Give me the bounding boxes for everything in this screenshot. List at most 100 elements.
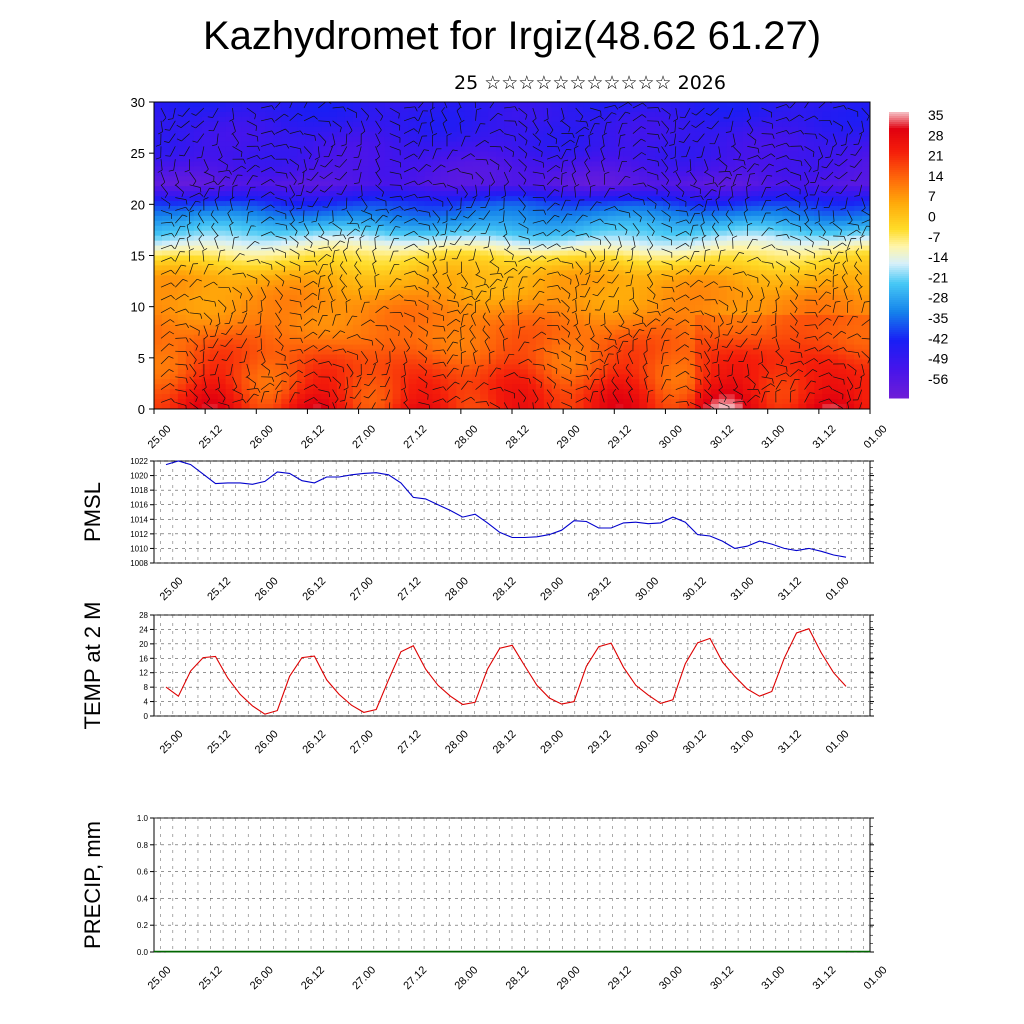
heatmap-cell <box>368 295 378 301</box>
heatmap-cell <box>360 300 370 306</box>
heatmap-cell <box>782 166 792 172</box>
heatmap-cell <box>265 389 274 395</box>
heatmap-cell <box>448 379 457 385</box>
heatmap-cell <box>289 141 298 148</box>
heatmap-cell <box>336 319 346 326</box>
heatmap-cell <box>265 245 274 252</box>
heatmap-cell <box>710 374 720 380</box>
heatmap-cell <box>591 280 601 286</box>
heatmap-cell <box>527 215 537 222</box>
heatmap-cell <box>583 186 593 192</box>
heatmap-cell <box>416 384 426 390</box>
heatmap-cell <box>647 131 656 138</box>
heatmap-cell <box>734 121 744 128</box>
heatmap-cell <box>440 201 449 207</box>
heatmap-cell <box>289 171 298 177</box>
heatmap-cell <box>567 265 577 271</box>
heatmap-cell <box>273 334 282 341</box>
heatmap-cell <box>169 230 179 237</box>
heatmap-cell <box>169 215 179 222</box>
heatmap-cell <box>352 339 362 346</box>
heatmap-cell <box>702 295 712 301</box>
heatmap-cell <box>782 339 792 346</box>
heatmap-cell <box>201 176 211 182</box>
heatmap-cell <box>750 324 760 331</box>
heatmap-cell <box>464 384 473 390</box>
heatmap-cell <box>639 205 648 212</box>
heatmap-cell <box>456 156 465 163</box>
heatmap-cell <box>177 245 187 252</box>
heatmap-cell <box>360 314 370 321</box>
heatmap-cell <box>702 309 712 316</box>
heatmap-cell <box>265 384 274 390</box>
heatmap-cell <box>352 156 362 163</box>
heatmap-cell <box>766 374 776 380</box>
heatmap-cell <box>456 250 465 257</box>
heatmap-cell <box>504 196 513 202</box>
heatmap-cell <box>694 339 704 346</box>
heatmap-cell <box>241 225 251 232</box>
heatmap-cell <box>512 235 521 242</box>
heatmap-cell <box>742 106 752 113</box>
heatmap-cell <box>647 245 656 252</box>
heatmap-cell <box>185 240 195 247</box>
heatmap-cell <box>161 151 171 158</box>
heatmap-cell <box>519 300 529 306</box>
heatmap-cell <box>456 161 465 167</box>
heatmap-cell <box>257 240 266 247</box>
heatmap-cell <box>687 245 696 252</box>
heatmap-cell <box>639 201 648 207</box>
heatmap-cell <box>352 364 362 370</box>
heatmap-cell <box>344 275 354 281</box>
heatmap-cell <box>289 102 298 108</box>
heatmap-cell <box>305 106 314 113</box>
heatmap-cell <box>488 205 497 212</box>
heatmap-cell <box>201 369 211 375</box>
heatmap-cell <box>472 300 481 306</box>
heatmap-cell <box>519 141 529 148</box>
heatmap-cell <box>790 265 799 271</box>
heatmap-cell <box>702 280 712 286</box>
heatmap-cell <box>281 161 290 167</box>
heatmap-cell <box>607 374 617 380</box>
heatmap-cell <box>305 220 314 227</box>
heatmap-cell <box>782 201 792 207</box>
heatmap-cell <box>456 265 465 271</box>
heatmap-cell <box>567 285 577 291</box>
heatmap-cell <box>527 265 537 271</box>
heatmap-cell <box>615 260 624 266</box>
heatmap-cell <box>543 126 553 133</box>
heatmap-cell <box>217 116 227 123</box>
heatmap-cell <box>217 255 227 262</box>
heatmap-cell <box>472 141 481 148</box>
heatmap-cell <box>336 102 346 108</box>
heatmap-cell <box>607 384 617 390</box>
heatmap-cell <box>233 404 243 409</box>
heatmap-cell <box>734 349 744 356</box>
heatmap-cell <box>496 389 505 395</box>
heatmap-cell <box>679 275 688 281</box>
heatmap-cell <box>583 235 593 242</box>
heatmap-cell <box>710 176 720 182</box>
heatmap-cell <box>313 156 322 163</box>
heatmap-cell <box>289 176 298 182</box>
heatmap-cell <box>567 329 577 336</box>
heatmap-cell <box>352 141 362 148</box>
heatmap-cell <box>655 354 664 361</box>
heatmap-cell <box>671 349 680 356</box>
heatmap-cell <box>209 334 219 341</box>
heatmap-cell <box>249 404 259 409</box>
heatmap-cell <box>209 121 219 128</box>
heatmap-cell <box>321 265 330 271</box>
heatmap-cell <box>376 186 386 192</box>
heatmap-cell <box>225 210 235 217</box>
heatmap-cell <box>599 151 609 158</box>
heatmap-cell <box>679 364 688 370</box>
heatmap-cell <box>169 111 179 118</box>
heatmap-cell <box>512 191 521 197</box>
heatmap-cell <box>448 210 457 217</box>
heatmap-cell <box>488 116 497 123</box>
heatmap-cell <box>694 225 704 232</box>
heatmap-cell <box>376 225 386 232</box>
heatmap-cell <box>679 379 688 385</box>
